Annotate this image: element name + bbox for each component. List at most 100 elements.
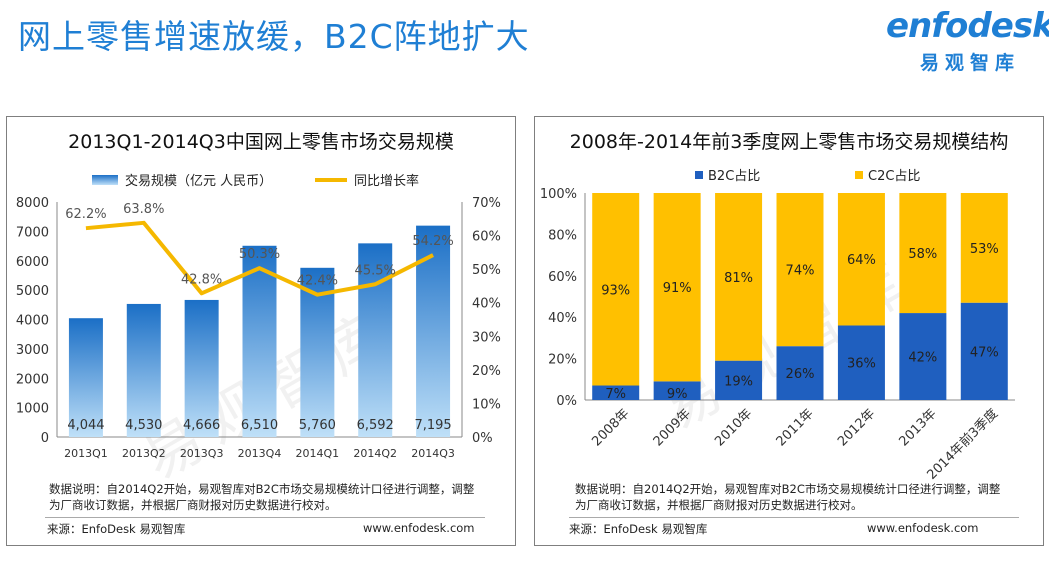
bar (358, 243, 393, 437)
line-value-label: 62.2% (65, 207, 106, 222)
bar (242, 245, 277, 437)
y-left-tick-label: 1000 (16, 402, 49, 417)
legend-bar-swatch (92, 175, 118, 185)
y-right-tick-label: 40% (472, 297, 501, 312)
bar (68, 318, 103, 437)
logo-enfodesk: enfodesk (886, 6, 1049, 46)
y-right-tick-label: 0% (472, 431, 493, 446)
bar-value-label: 4,044 (67, 418, 104, 433)
y-left-tick-label: 4000 (16, 314, 49, 329)
b2c-value-label: 42% (908, 351, 937, 366)
left-website: www.enfodesk.com (363, 521, 475, 535)
legend-b2c-label: B2C占比 (708, 169, 760, 184)
y-left-tick-label: 3000 (16, 343, 49, 358)
b2c-bar (653, 381, 701, 400)
x-tick-label: 2014Q3 (411, 447, 455, 460)
right-data-note-line-1: 数据说明：自2014Q2开始，易观智库对B2C市场交易规模统计口径进行调整，调整 (575, 482, 1001, 496)
right-source: 来源：EnfoDesk 易观智库 (569, 522, 708, 536)
y-left-tick-label: 6000 (16, 255, 49, 270)
b2c-value-label: 26% (786, 367, 815, 382)
left-chart-panel: 易观智库 2013Q1-2014Q3中国网上零售市场交易规模 010002000… (6, 116, 516, 546)
left-data-note-line-1: 数据说明：自2014Q2开始，易观智库对B2C市场交易规模统计口径进行调整，调整 (49, 482, 475, 496)
right-data-note-line-2: 为厂商收订数据，并根据厂商财报对历史数据进行校对。 (575, 498, 863, 512)
c2c-bar (960, 193, 1008, 303)
right-chart-title: 2008年-2014年前3季度网上零售市场交易规模结构 (569, 131, 1009, 153)
x-tick-label: 2011年 (774, 406, 817, 449)
legend-bar-label: 交易规模（亿元 人民币） (125, 173, 272, 189)
left-data-note: 数据说明：自2014Q2开始，易观智库对B2C市场交易规模统计口径进行调整，调整… (49, 481, 509, 513)
legend-line-label: 同比增长率 (354, 173, 419, 189)
line-value-label: 42.8% (181, 272, 222, 287)
y-tick-label: 40% (548, 311, 577, 326)
c2c-value-label: 64% (847, 253, 876, 268)
y-left-tick-label: 5000 (16, 284, 49, 299)
c2c-bar (776, 193, 824, 347)
y-tick-label: 0% (556, 394, 577, 409)
line-value-label: 50.3% (239, 247, 280, 262)
c2c-value-label: 53% (970, 242, 999, 257)
bar (184, 299, 219, 437)
x-tick-label: 2010年 (712, 406, 755, 449)
line-value-label: 42.4% (297, 274, 338, 289)
y-right-tick-label: 70% (472, 196, 501, 211)
b2c-value-label: 19% (724, 374, 753, 389)
c2c-value-label: 81% (724, 271, 753, 286)
b2c-value-label: 47% (970, 345, 999, 360)
right-divider (569, 517, 1019, 518)
c2c-value-label: 74% (786, 264, 815, 279)
y-left-tick-label: 0 (41, 431, 49, 446)
c2c-value-label: 91% (663, 281, 692, 296)
legend-b2c-swatch (695, 171, 703, 179)
b2c-value-label: 36% (847, 357, 876, 372)
b2c-bar (592, 385, 640, 400)
y-tick-label: 100% (540, 187, 577, 202)
line-value-label: 54.2% (412, 234, 453, 249)
b2c-bar (960, 302, 1008, 400)
line-value-label: 63.8% (123, 202, 164, 217)
b2c-bar (715, 360, 763, 400)
x-tick-label: 2013年 (896, 406, 939, 449)
bar (126, 303, 161, 437)
logo-chinese: 易观智库 (920, 52, 1021, 74)
x-tick-label: 2008年 (589, 406, 632, 449)
b2c-value-label: 9% (667, 387, 688, 402)
line-value-label: 45.5% (355, 263, 396, 278)
y-left-tick-label: 2000 (16, 372, 49, 387)
bar-value-label: 4,666 (183, 418, 220, 433)
x-tick-label: 2013Q2 (122, 447, 166, 460)
x-tick-label: 2014Q2 (353, 447, 397, 460)
b2c-bar (776, 346, 824, 400)
left-chart-title: 2013Q1-2014Q3中国网上零售市场交易规模 (68, 131, 454, 153)
y-right-tick-label: 50% (472, 263, 501, 278)
left-source: 来源：EnfoDesk 易观智库 (47, 522, 186, 536)
c2c-bar (837, 193, 885, 326)
c2c-bar (715, 193, 763, 361)
bar-value-label: 7,195 (414, 418, 451, 433)
right-data-note: 数据说明：自2014Q2开始，易观智库对B2C市场交易规模统计口径进行调整，调整… (575, 481, 1035, 513)
y-tick-label: 80% (548, 228, 577, 243)
y-tick-label: 20% (548, 353, 577, 368)
left-chart-svg: 0 1000 2000 3000 4000 5000 6000 7000 8000 0% 10% 20… (16, 173, 501, 460)
bar-value-label: 6,592 (357, 418, 394, 433)
left-data-note-line-2: 为厂商收订数据，并根据厂商财报对历史数据进行校对。 (49, 498, 337, 512)
x-tick-label: 2014Q1 (296, 447, 340, 460)
left-divider (45, 517, 485, 518)
legend-c2c-swatch (855, 171, 863, 179)
y-tick-label: 60% (548, 270, 577, 285)
bar-value-label: 4,530 (125, 418, 162, 433)
x-tick-label: 2013Q3 (180, 447, 224, 460)
x-tick-label: 2012年 (835, 406, 878, 449)
y-right-tick-label: 20% (472, 364, 501, 379)
legend-c2c-label: C2C占比 (868, 169, 920, 184)
c2c-value-label: 93% (601, 283, 630, 298)
x-tick-label: 2013Q4 (238, 447, 282, 460)
y-right-tick-label: 60% (472, 230, 501, 245)
x-tick-label: 2013Q1 (64, 447, 108, 460)
bar (416, 225, 451, 437)
bar-value-label: 6,510 (241, 418, 278, 433)
right-chart-panel: 易观智库 2008年-2014年前3季度网上零售市场交易规模结构 0%20%40… (534, 116, 1044, 546)
c2c-bar (592, 193, 640, 386)
right-chart-svg: 0% 20% 40% 60% 80% 100% 7% 93% 2008年 9% 91% 2009年 19… (540, 169, 1015, 483)
bar-value-label: 5,760 (299, 418, 336, 433)
y-right-tick-label: 10% (472, 397, 501, 412)
